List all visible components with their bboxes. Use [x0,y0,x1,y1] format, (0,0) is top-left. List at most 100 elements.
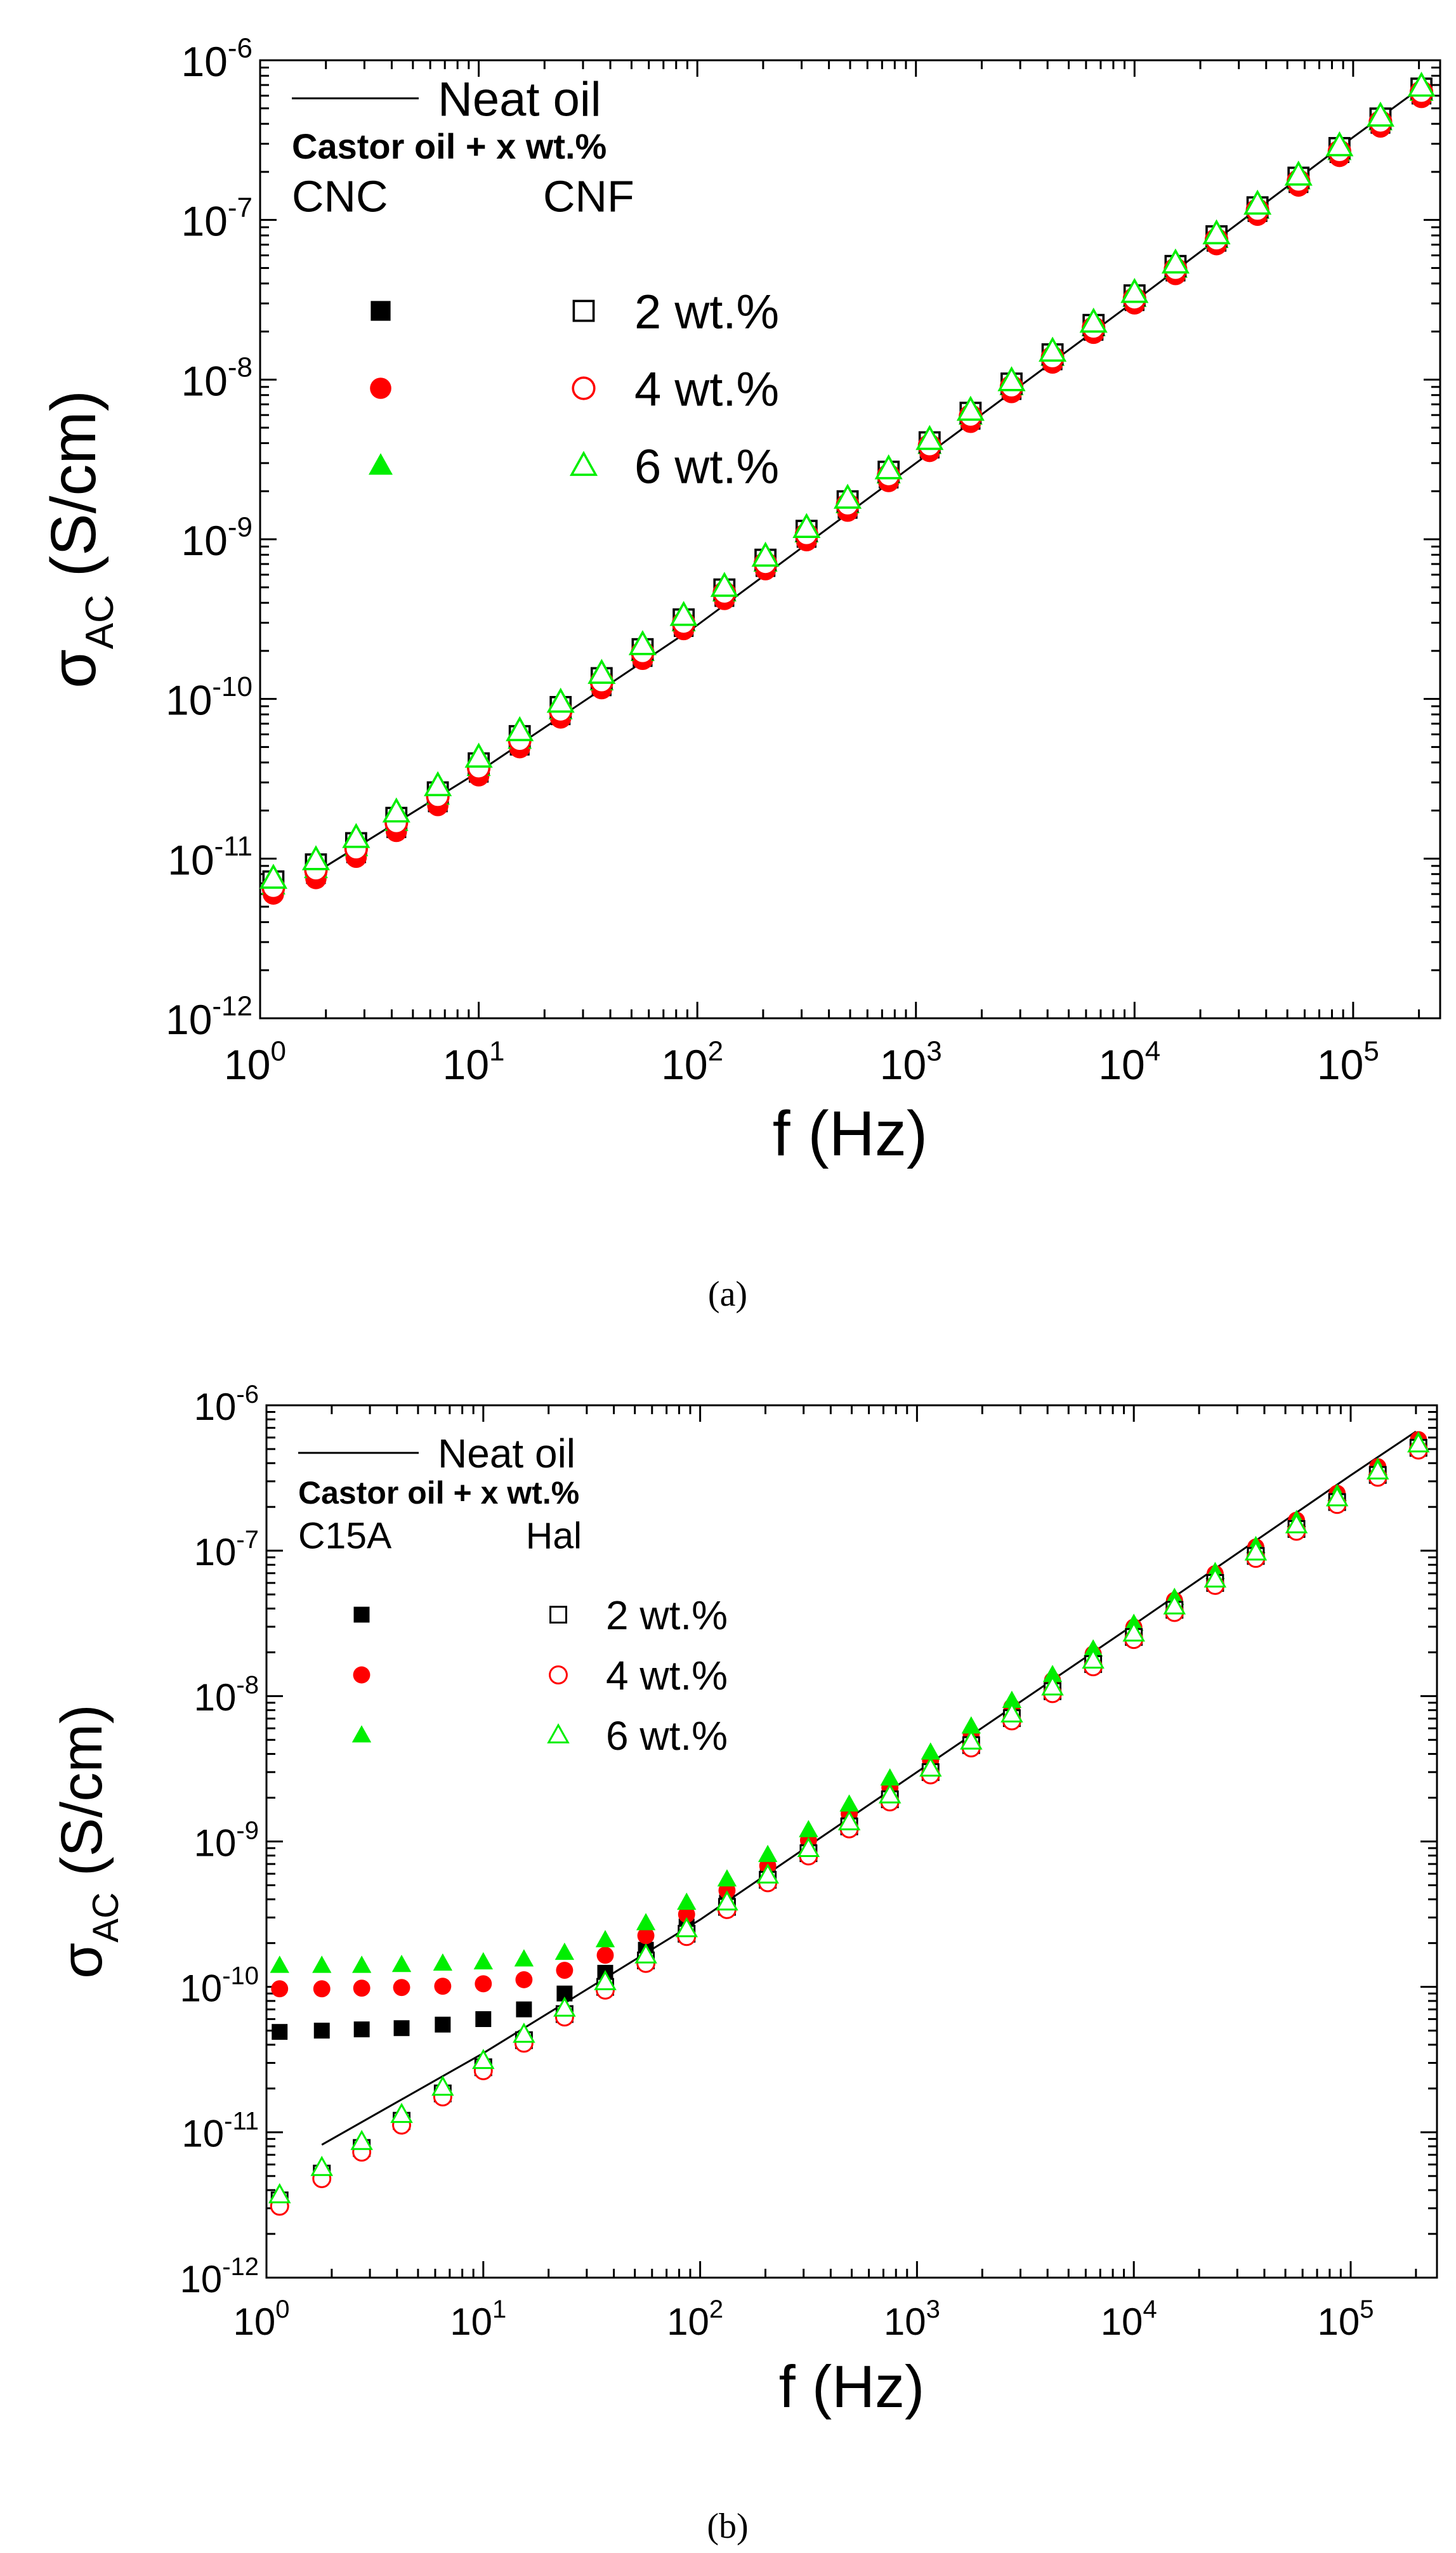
data-point [313,1980,331,1998]
data-point [751,541,780,567]
data-point [1120,277,1149,303]
data-point [473,1952,493,1970]
data-point [1082,1648,1105,1669]
data-point [435,2016,451,2033]
x-tick-label: 102 [667,2295,723,2343]
legend-marker-open [547,1723,570,1743]
legend-marker-filled [369,453,393,475]
legend-col-filled: CNC [292,172,388,221]
y-tick-label: 10-6 [194,1381,259,1428]
data-point [1161,248,1190,274]
data-point [1285,1513,1308,1533]
data-point [717,1869,737,1887]
x-tick-label: 105 [1317,2295,1374,2343]
data-point [353,2021,370,2038]
x-tick-label: 100 [224,1035,286,1088]
data-point [919,1756,942,1777]
data-point [915,424,944,450]
data-point [956,395,985,421]
x-tick-label: 104 [1098,1035,1160,1088]
y-tick-label: 10-10 [166,671,253,724]
data-point [596,1946,614,1964]
y-tick-label: 10-7 [181,192,253,245]
legend-marker-open [549,1606,567,1624]
data-point [393,1979,410,1997]
data-point [516,2001,532,2018]
data-point [475,2011,492,2027]
legend-marker-filled [371,301,391,321]
data-point [271,1980,289,1998]
x-axis-title: f (Hz) [779,2353,925,2420]
y-tick-label: 10-9 [194,1816,259,1864]
data-point [514,1949,534,1967]
y-tick-label: 10-7 [194,1526,259,1573]
data-point [301,845,331,870]
data-point [556,1962,574,1979]
data-point [594,1970,617,1990]
data-point [1202,219,1231,245]
data-point [961,1716,981,1734]
data-point [433,1953,453,1971]
data-point [675,1917,698,1938]
legend-neat-oil-label: Neat oil [438,72,601,126]
y-tick-label: 10-11 [181,2108,259,2155]
y-tick-label: 10-6 [181,32,253,85]
x-tick-label: 101 [450,2295,506,2343]
data-point [268,2182,291,2203]
legend-row-label: 2 wt.% [606,1592,728,1638]
legend-row-label: 2 wt.% [634,285,779,339]
data-point [874,454,903,480]
y-axis-title: σAC (S/cm) [38,390,122,688]
data-point [1284,161,1313,186]
data-point [921,1742,940,1760]
data-point [758,1844,778,1862]
data-point [997,366,1026,391]
data-point [792,513,821,538]
data-point [1325,131,1354,157]
data-point [272,2024,288,2040]
x-tick-label: 103 [880,1035,942,1088]
data-point [472,2049,495,2070]
legend-col-filled: C15A [298,1515,392,1556]
data-point [636,1913,656,1931]
legend-marker-filled [353,1666,371,1684]
legend-neat-oil-label: Neat oil [438,1431,575,1476]
data-point [1083,1639,1103,1657]
x-tick-label: 105 [1317,1035,1379,1088]
data-point [1203,1567,1227,1588]
legend-row-label: 6 wt.% [606,1713,728,1759]
data-point [351,1955,372,1973]
legend-subtitle: Castor oil + x wt.% [298,1475,579,1511]
data-point [1042,1665,1063,1683]
data-point [878,1783,902,1804]
legend-marker-open [549,1665,568,1684]
data-point [1163,1594,1186,1615]
y-axis-title: σAC (S/cm) [49,1704,126,1978]
data-point [880,1768,900,1786]
y-tick-label: 10-8 [194,1671,259,1719]
data-point [464,742,493,768]
data-point [1041,1675,1064,1696]
data-point [1039,336,1067,362]
data-point [310,2155,334,2176]
y-tick-label: 10-12 [180,2253,259,2300]
legend-row-label: 4 wt.% [634,362,779,416]
data-point [353,1979,371,1997]
data-point [756,1863,779,1884]
data-point [546,687,575,713]
data-point [1325,1486,1349,1507]
data-point [1366,102,1395,127]
x-axis-title: f (Hz) [773,1098,928,1169]
panel-caption-a: (a) [708,1275,747,1314]
x-tick-label: 103 [884,2295,940,2343]
data-point [716,1890,738,1911]
chart-panel-a: 100 101 102 103 104 105 10-12 10-11 10-10 10-9 10-… [38,32,1441,1169]
legend-col-open: CNF [543,172,634,221]
data-point [554,1942,575,1960]
data-point [1407,1432,1430,1453]
y-tick-label: 10-12 [166,990,253,1043]
data-point [678,1906,695,1923]
